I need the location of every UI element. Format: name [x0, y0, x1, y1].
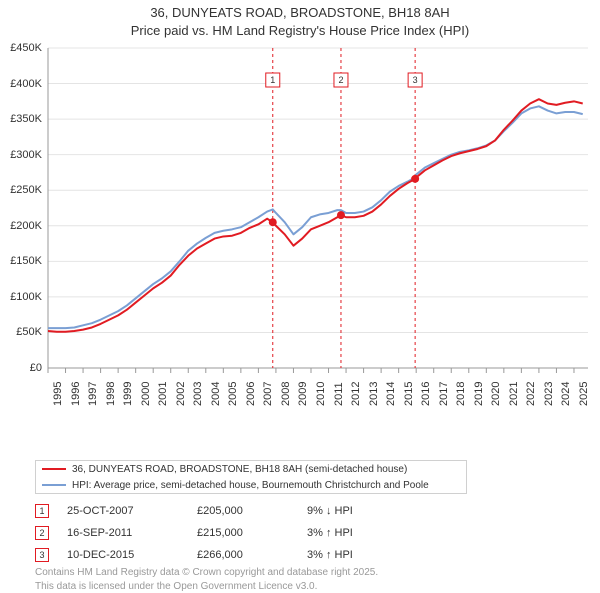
sale-date: 16-SEP-2011	[67, 527, 197, 539]
y-tick-label: £450K	[0, 42, 42, 54]
footer-attribution: Contains HM Land Registry data © Crown c…	[35, 566, 378, 593]
x-tick-label: 2018	[455, 382, 467, 406]
y-tick-label: £400K	[0, 78, 42, 90]
legend-item: 36, DUNYEATS ROAD, BROADSTONE, BH18 8AH …	[36, 461, 466, 477]
x-tick-label: 2025	[578, 382, 590, 406]
x-tick-label: 2022	[525, 382, 537, 406]
sales-row: 2 16-SEP-2011£215,0003% ↑ HPI	[35, 522, 417, 544]
legend-label: HPI: Average price, semi-detached house,…	[72, 480, 429, 491]
x-tick-label: 1996	[70, 382, 82, 406]
x-tick-label: 2021	[508, 382, 520, 406]
sale-marker-box: 2	[35, 526, 49, 540]
x-tick-label: 2020	[490, 382, 502, 406]
svg-text:3: 3	[413, 75, 418, 85]
x-tick-label: 2005	[227, 382, 239, 406]
legend-label: 36, DUNYEATS ROAD, BROADSTONE, BH18 8AH …	[72, 464, 407, 475]
x-tick-label: 2013	[368, 382, 380, 406]
title-line-1: 36, DUNYEATS ROAD, BROADSTONE, BH18 8AH	[0, 4, 600, 22]
sale-diff: 3% ↑ HPI	[307, 527, 417, 539]
x-tick-label: 1997	[87, 382, 99, 406]
legend: 36, DUNYEATS ROAD, BROADSTONE, BH18 8AH …	[35, 460, 467, 494]
sale-marker-box: 3	[35, 548, 49, 562]
sale-marker-box: 1	[35, 504, 49, 518]
x-tick-label: 2015	[403, 382, 415, 406]
x-tick-label: 2019	[473, 382, 485, 406]
sale-price: £215,000	[197, 527, 307, 539]
y-tick-label: £150K	[0, 255, 42, 267]
x-tick-label: 2006	[245, 382, 257, 406]
x-tick-label: 1998	[105, 382, 117, 406]
sale-price: £266,000	[197, 549, 307, 561]
y-tick-label: £0	[0, 362, 42, 374]
sale-date: 10-DEC-2015	[67, 549, 197, 561]
y-tick-label: £250K	[0, 184, 42, 196]
x-tick-label: 1999	[122, 382, 134, 406]
x-tick-label: 2024	[560, 382, 572, 406]
sale-diff: 3% ↑ HPI	[307, 549, 417, 561]
x-tick-label: 2017	[438, 382, 450, 406]
sales-row: 1 25-OCT-2007£205,0009% ↓ HPI	[35, 500, 417, 522]
sales-row: 3 10-DEC-2015£266,0003% ↑ HPI	[35, 544, 417, 566]
x-tick-label: 2010	[315, 382, 327, 406]
legend-swatch	[42, 468, 66, 470]
x-tick-label: 2016	[420, 382, 432, 406]
x-tick-label: 2002	[175, 382, 187, 406]
x-tick-label: 2000	[140, 382, 152, 406]
x-tick-label: 2014	[385, 382, 397, 406]
x-tick-label: 2011	[333, 382, 345, 406]
legend-swatch	[42, 484, 66, 486]
chart-title: 36, DUNYEATS ROAD, BROADSTONE, BH18 8AH …	[0, 0, 600, 39]
x-tick-label: 1995	[52, 382, 64, 406]
title-line-2: Price paid vs. HM Land Registry's House …	[0, 22, 600, 40]
legend-item: HPI: Average price, semi-detached house,…	[36, 477, 466, 493]
sale-diff: 9% ↓ HPI	[307, 505, 417, 517]
x-tick-label: 2007	[262, 382, 274, 406]
y-tick-label: £200K	[0, 220, 42, 232]
y-tick-label: £50K	[0, 326, 42, 338]
x-tick-label: 2012	[350, 382, 362, 406]
chart-area: 1 2 3 £0 £50K £100K £150K £200K £250K £300K £350K…	[0, 42, 600, 417]
footer-line-1: Contains HM Land Registry data © Crown c…	[35, 566, 378, 580]
y-tick-label: £350K	[0, 113, 42, 125]
svg-text:2: 2	[338, 75, 343, 85]
x-tick-label: 2008	[280, 382, 292, 406]
x-tick-label: 2004	[210, 382, 222, 406]
y-tick-label: £300K	[0, 149, 42, 161]
sale-date: 25-OCT-2007	[67, 505, 197, 517]
x-tick-label: 2003	[192, 382, 204, 406]
x-tick-label: 2009	[297, 382, 309, 406]
sales-table: 1 25-OCT-2007£205,0009% ↓ HPI 2 16-SEP-2011…	[35, 500, 417, 566]
x-tick-label: 2023	[543, 382, 555, 406]
x-tick-label: 2001	[157, 382, 169, 406]
svg-text:1: 1	[270, 75, 275, 85]
y-tick-label: £100K	[0, 291, 42, 303]
sale-price: £205,000	[197, 505, 307, 517]
footer-line-2: This data is licensed under the Open Gov…	[35, 580, 378, 593]
chart-svg: 1 2 3	[0, 42, 600, 417]
